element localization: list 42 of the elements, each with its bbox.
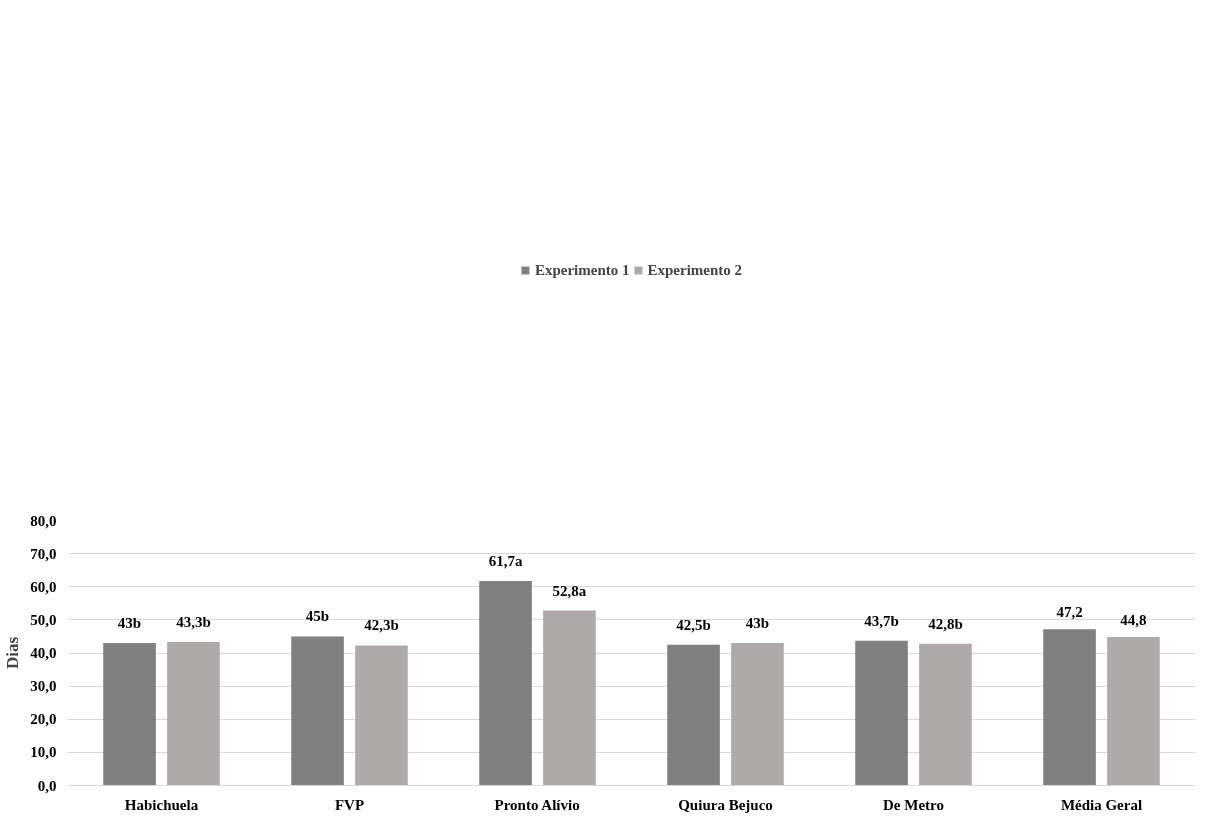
y-axis-title: Dias [3,636,23,670]
x-tick-label: Habichuela [124,796,199,813]
y-tick-label: 80,0 [30,512,57,529]
bar [479,581,532,786]
bar [1107,637,1160,786]
x-tick-label: Média Geral [1060,796,1143,813]
data-label: 43,7b [864,612,899,629]
legend-label: Experimento 2 [647,261,743,279]
y-tick-label: 70,0 [30,545,57,562]
data-label: 45b [305,608,330,625]
bar [667,644,720,786]
data-label: 52,8a [552,582,587,599]
x-tick-label: De Metro [883,796,944,813]
data-label: 42,3b [364,617,399,634]
data-label: 43b [117,615,142,632]
x-tick-label: Quiura Bejuco [678,796,773,813]
data-label: 47,2 [1056,604,1083,621]
y-tick-label: 30,0 [30,678,57,695]
data-label: 43b [745,615,770,632]
bar [167,642,220,786]
bar [291,636,344,786]
y-tick-label: 40,0 [30,645,57,661]
bar [103,643,156,786]
bar [919,643,972,786]
bar [543,610,596,786]
y-tick-label: 50,0 [30,611,57,628]
bar [731,643,784,786]
x-tick-label: Pronto Alívio [494,796,580,813]
bar [1043,629,1096,786]
legend-label: Experimento 1 [534,261,630,279]
data-label: 42,5b [676,616,711,633]
bar [355,645,408,786]
bar [855,640,908,786]
x-tick-label: FVP [334,796,365,813]
data-label: 44,8 [1120,612,1147,629]
data-label: 43,3b [176,614,211,631]
data-label: 42,8b [928,615,963,632]
y-tick-label: 0,0 [37,777,57,794]
data-label: 61,7a [488,553,523,570]
y-tick-label: 10,0 [30,744,57,761]
y-tick-label: 60,0 [30,578,57,595]
y-tick-label: 20,0 [30,711,57,728]
